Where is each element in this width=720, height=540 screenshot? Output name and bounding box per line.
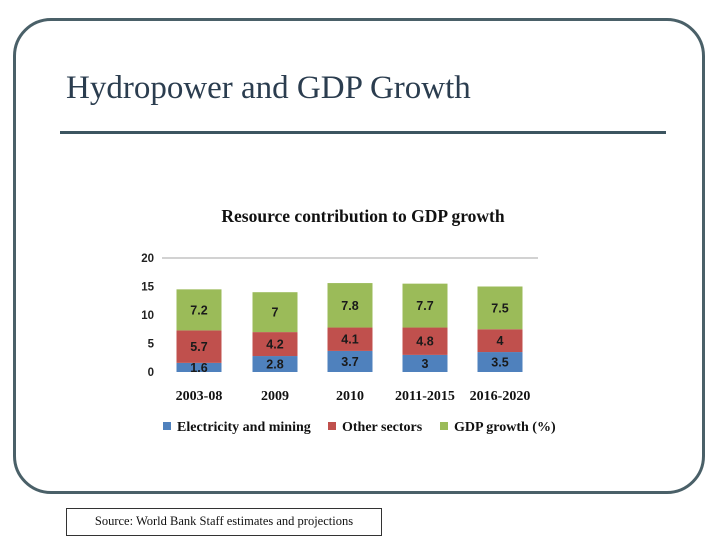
- ytick-label: 10: [141, 310, 154, 322]
- legend-swatch: [440, 422, 448, 430]
- data-label: 7: [272, 306, 279, 320]
- bar-electricity: [327, 350, 373, 372]
- data-label: 3: [422, 357, 429, 371]
- data-label: 7.5: [491, 301, 508, 315]
- ytick-label: 15: [141, 282, 154, 294]
- bar-other: [327, 327, 373, 351]
- legend-label: Electricity and mining: [177, 420, 311, 435]
- bar-other: [402, 327, 448, 355]
- xtick-label: 2016-2020: [470, 389, 531, 404]
- ytick-label: 20: [141, 253, 154, 265]
- bar-electricity: [402, 354, 448, 372]
- slide-title: Hydropower and GDP Growth: [66, 70, 471, 106]
- data-label: 1.6: [190, 361, 207, 375]
- bar-other: [252, 332, 298, 357]
- ytick-label: 0: [148, 367, 154, 379]
- bar-electricity: [477, 352, 523, 372]
- bar-gdp: [176, 289, 222, 331]
- slide-frame: [13, 18, 705, 494]
- data-label: 4.2: [266, 338, 283, 352]
- bar-gdp: [402, 283, 448, 328]
- bar-other: [176, 330, 222, 363]
- source-note: Source: World Bank Staff estimates and p…: [66, 508, 382, 536]
- data-label: 4.8: [416, 335, 433, 349]
- bar-gdp: [327, 283, 373, 328]
- bar-electricity: [176, 362, 222, 372]
- legend-label: Other sectors: [342, 420, 423, 435]
- data-label: 2.8: [266, 358, 283, 372]
- chart-title: Resource contribution to GDP growth: [221, 206, 504, 226]
- legend-swatch: [163, 422, 171, 430]
- data-label: 3.5: [491, 356, 508, 370]
- ytick-label: 5: [148, 339, 155, 351]
- legend-swatch: [328, 422, 336, 430]
- data-label: 4: [497, 334, 504, 348]
- xtick-label: 2011-2015: [395, 389, 455, 404]
- bar-gdp: [252, 292, 298, 333]
- data-label: 7.2: [190, 303, 207, 317]
- xtick-label: 2003-08: [176, 389, 223, 404]
- data-label: 3.7: [341, 355, 358, 369]
- data-label: 7.7: [416, 299, 433, 313]
- bar-other: [477, 329, 523, 353]
- legend-label: GDP growth (%): [454, 420, 556, 435]
- bar-gdp: [477, 286, 523, 330]
- data-label: 7.8: [341, 299, 358, 313]
- data-label: 5.7: [190, 340, 207, 354]
- data-label: 4.1: [341, 333, 358, 347]
- title-divider: [60, 131, 666, 134]
- xtick-label: 2009: [261, 389, 289, 404]
- xtick-label: 2010: [336, 389, 364, 404]
- bar-electricity: [252, 356, 298, 372]
